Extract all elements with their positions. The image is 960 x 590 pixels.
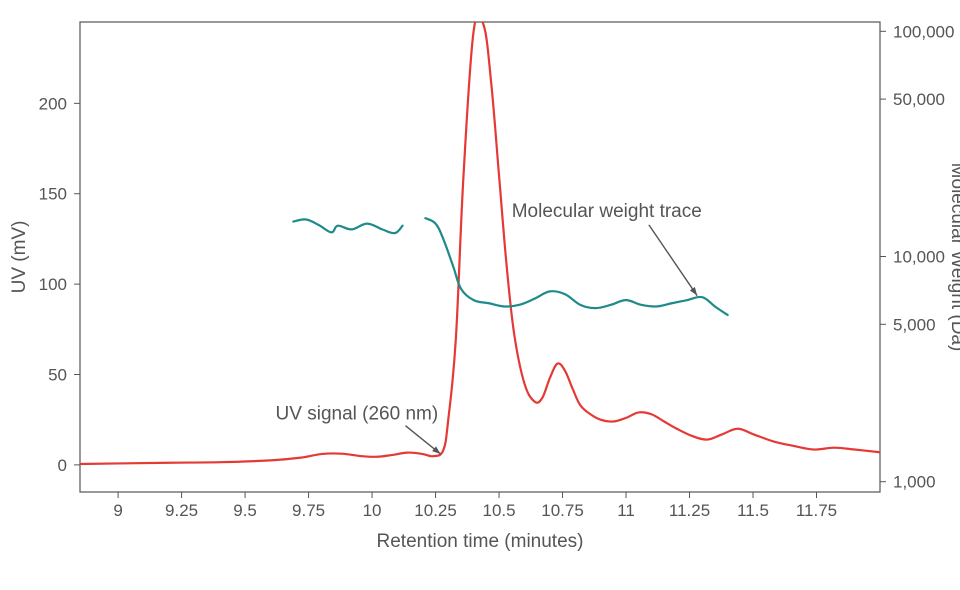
x-tick-label: 9.25 bbox=[165, 501, 198, 520]
x-tick-label: 10.75 bbox=[541, 501, 584, 520]
y-left-tick-label: 50 bbox=[48, 366, 67, 385]
y-right-tick-label: 5,000 bbox=[893, 315, 936, 334]
y-right-tick-label: 100,000 bbox=[893, 22, 954, 41]
y-right-axis-label: Molecular Weight (Da) bbox=[947, 163, 960, 352]
x-tick-label: 11.25 bbox=[669, 501, 710, 520]
x-tick-label: 10.5 bbox=[483, 501, 516, 520]
y-left-tick-label: 200 bbox=[39, 94, 67, 113]
y-left-axis-label: UV (mV) bbox=[9, 221, 30, 294]
y-left-tick-label: 0 bbox=[58, 456, 67, 475]
mw-trace-annotation: Molecular weight trace bbox=[512, 201, 702, 222]
x-tick-label: 9.75 bbox=[292, 501, 325, 520]
plot-border bbox=[80, 22, 880, 492]
x-axis-label: Retention time (minutes) bbox=[377, 531, 584, 552]
chromatogram-chart: 9 9.25 9.5 9.75 10 10.25 10.5 10.75 11 11.25 11.5 1… bbox=[0, 0, 960, 590]
x-tick-label: 9 bbox=[113, 501, 122, 520]
x-tick-label: 10.25 bbox=[414, 501, 457, 520]
y-left-tick-label: 150 bbox=[39, 185, 67, 204]
y-left-tick-label: 100 bbox=[39, 275, 67, 294]
x-tick-label: 9.5 bbox=[233, 501, 257, 520]
y-right-tick-label: 50,000 bbox=[893, 90, 945, 109]
uv-signal-annotation: UV signal (260 nm) bbox=[276, 404, 439, 425]
y-right-tick-label: 1,000 bbox=[893, 473, 936, 492]
y-right-tick-label: 10,000 bbox=[893, 248, 945, 267]
x-tick-label: 10 bbox=[363, 501, 382, 520]
x-tick-label: 11.75 bbox=[796, 501, 837, 520]
uv-signal-trace bbox=[80, 14, 880, 464]
x-tick-label: 11 bbox=[617, 501, 635, 520]
x-tick-label: 11.5 bbox=[737, 501, 769, 520]
